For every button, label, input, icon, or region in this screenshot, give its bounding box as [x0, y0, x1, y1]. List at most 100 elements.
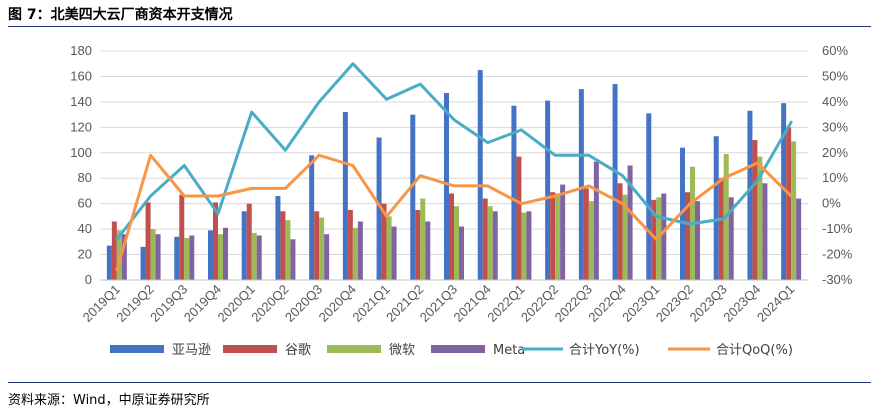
bar	[752, 140, 758, 280]
y-left-tick-label: 160	[70, 68, 92, 83]
bar	[578, 89, 584, 281]
bar	[583, 188, 589, 280]
y-right-tick-label: 60%	[822, 43, 848, 58]
capex-chart: 0 20 40 60 80 100 120 140 160 180 -30% -20% -10% 0% 1…	[70, 43, 853, 358]
bar	[415, 210, 421, 280]
y-right-tick-label: 20%	[822, 145, 848, 160]
legend-label: 微软	[389, 343, 415, 358]
bar	[516, 156, 522, 280]
bar	[342, 112, 348, 280]
bar	[376, 137, 382, 280]
bar	[116, 230, 122, 280]
y-left-tick-label: 100	[70, 145, 92, 160]
title-rule	[8, 26, 871, 27]
bar	[555, 193, 561, 280]
bar	[425, 221, 431, 280]
legend-swatch	[223, 345, 277, 353]
bar	[718, 178, 724, 280]
bar	[612, 84, 618, 280]
y-left-tick-label: 60	[78, 196, 92, 211]
y-left-tick-label: 40	[78, 221, 92, 236]
bar	[713, 136, 719, 280]
bar	[357, 221, 363, 280]
legend-label: 谷歌	[285, 343, 311, 358]
bar	[381, 203, 387, 280]
bar	[290, 239, 296, 280]
figure-title: 图 7：北美四大云厂商资本开支情况	[8, 7, 233, 23]
legend-swatch	[327, 345, 381, 353]
y-right-tick-label: -20%	[822, 247, 853, 262]
bar	[241, 211, 247, 280]
bar	[285, 220, 291, 280]
bar	[627, 165, 633, 280]
y-left-tick-label: 140	[70, 94, 92, 109]
bar	[256, 235, 262, 280]
left-axis: 0 20 40 60 80 100 120 140 160 180	[70, 43, 92, 287]
source-note: 资料来源：Wind，中原证券研究所	[8, 393, 210, 408]
bar	[762, 183, 768, 280]
bar	[410, 114, 416, 280]
bar	[208, 230, 213, 280]
series-line	[115, 153, 793, 272]
bar	[651, 199, 657, 280]
bar	[314, 211, 320, 280]
bar	[617, 183, 623, 280]
bar	[106, 245, 112, 280]
legend: 亚马逊 谷歌 微软 Meta 合计YoY(%) 合计QoQ(%)	[110, 343, 793, 358]
bar	[757, 156, 763, 280]
bar	[695, 201, 700, 280]
bar	[155, 234, 161, 280]
bar	[140, 246, 146, 280]
x-axis: 2019Q12019Q22019Q32019Q42020Q12020Q22020…	[80, 279, 808, 325]
bar	[347, 210, 353, 280]
bar	[622, 194, 628, 280]
legend-swatch	[431, 345, 485, 353]
y-right-tick-label: 40%	[822, 94, 848, 109]
bar	[352, 227, 358, 280]
legend-swatch	[110, 345, 164, 353]
bar	[309, 155, 315, 280]
bar	[685, 192, 690, 280]
bar	[747, 110, 753, 281]
y-right-tick-label: 50%	[822, 68, 848, 83]
y-right-tick-label: -30%	[822, 272, 853, 287]
bar	[275, 196, 281, 280]
bar	[189, 235, 195, 280]
bar	[391, 226, 397, 280]
bar	[449, 193, 454, 280]
bar	[482, 198, 488, 280]
bar	[588, 201, 594, 280]
bar	[280, 211, 286, 280]
bar	[179, 194, 185, 280]
bar	[184, 238, 190, 280]
bar	[593, 161, 599, 280]
legend-label: Meta	[493, 343, 525, 358]
bar	[781, 103, 787, 281]
bar	[111, 221, 117, 280]
bar	[444, 92, 449, 280]
bar	[511, 105, 517, 280]
y-right-tick-label: 0%	[822, 196, 841, 211]
bar	[526, 211, 532, 280]
legend-label: 合计YoY(%)	[569, 343, 640, 358]
bar	[728, 197, 734, 280]
y-right-tick-label: -10%	[822, 221, 853, 236]
line-series	[115, 62, 793, 272]
y-left-tick-label: 0	[85, 272, 92, 287]
bar	[324, 234, 330, 280]
legend-label: 亚马逊	[172, 343, 211, 358]
bar	[492, 211, 498, 280]
bar	[661, 193, 667, 280]
bar-series	[106, 70, 802, 281]
y-left-tick-label: 180	[70, 43, 92, 58]
bar	[150, 229, 156, 280]
bar	[487, 206, 493, 280]
y-left-tick-label: 20	[78, 247, 92, 262]
legend-label: 合计QoQ(%)	[716, 343, 793, 358]
bar	[560, 184, 566, 280]
bar	[477, 70, 483, 280]
bar	[786, 127, 792, 280]
bar	[223, 227, 228, 280]
source-rule	[8, 382, 871, 383]
y-right-tick-label: 10%	[822, 170, 848, 185]
